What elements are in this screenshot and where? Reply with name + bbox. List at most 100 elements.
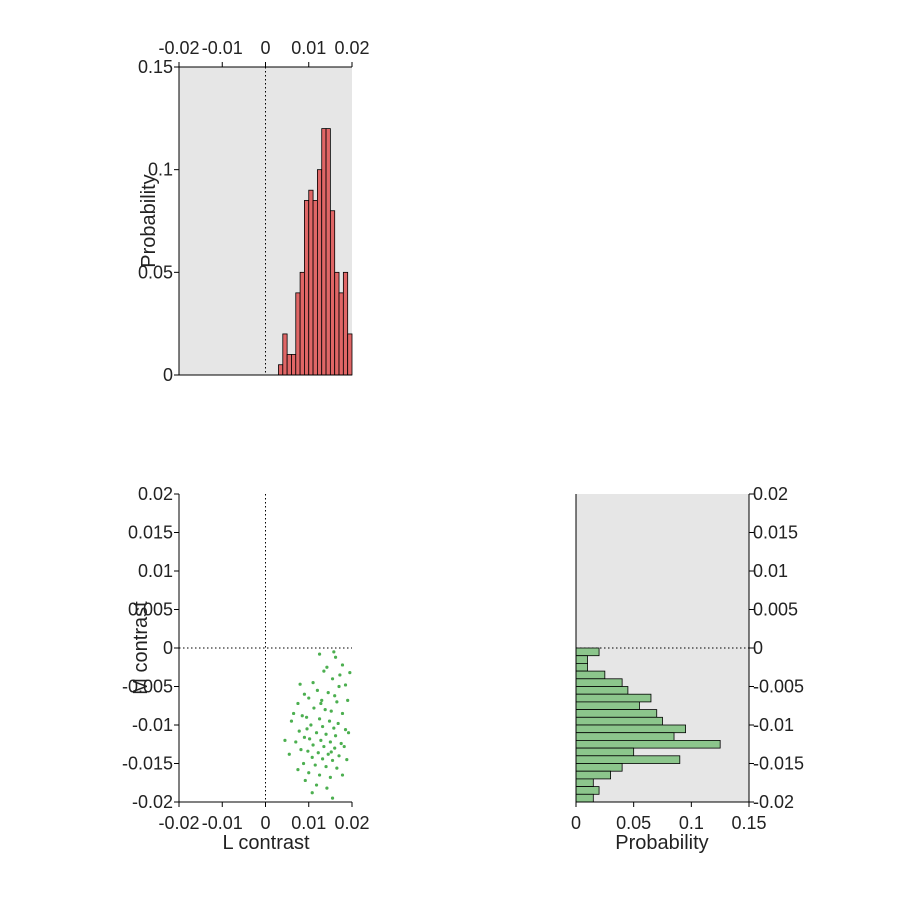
scatter-point — [337, 754, 341, 758]
y-tick-label: 0.05 — [138, 262, 173, 282]
scatter-point — [330, 677, 335, 681]
scatter-point — [287, 752, 291, 756]
scatter-point — [314, 783, 319, 787]
scatter-point — [310, 755, 314, 759]
scatter-point — [322, 669, 326, 673]
scatter-point — [333, 734, 338, 738]
scatter-point — [302, 692, 307, 696]
scatter-point — [296, 701, 300, 706]
scatter-point — [339, 741, 343, 746]
m-histogram-panel: 0 0.05 0.1 0.15-0.02 -0.015 -0.01 -0.005 0 0.005… — [571, 484, 804, 854]
scatter-point — [343, 683, 348, 687]
histogram-bar — [347, 333, 353, 376]
scatter-point — [333, 655, 338, 659]
histogram-bar — [575, 647, 600, 657]
x-tick-label: 0 — [571, 813, 581, 833]
scatter-point — [340, 663, 345, 667]
x-tick-label: 0 — [260, 813, 270, 833]
y-tick-label: 0 — [163, 365, 173, 385]
scatter-point — [335, 700, 339, 704]
y-tick-label: -0.005 — [753, 677, 804, 697]
x-tick-label: 0.01 — [291, 38, 326, 58]
scatter-point — [312, 706, 316, 710]
histogram-bar — [286, 354, 292, 376]
y-tick-label: 0.01 — [138, 561, 173, 581]
histogram-bar — [321, 128, 327, 376]
l-histogram-panel: -0.02 -0.01 0 0.01 0.02 0 0.05 0.1 0.15 Probabili… — [138, 38, 370, 385]
histogram-bar — [575, 747, 635, 757]
y-tick-label: 0.02 — [138, 484, 173, 504]
scatter-point — [332, 650, 336, 654]
scatter-point — [342, 744, 346, 749]
histogram-bar — [575, 686, 629, 695]
x-tick-label: 0.02 — [334, 813, 369, 833]
x-tick-label: 0.02 — [334, 38, 369, 58]
scatter-point — [336, 721, 340, 726]
scatter-point — [289, 719, 294, 723]
scatter-point — [320, 724, 325, 729]
x-tick-label: 0 — [260, 38, 270, 58]
x-tick-label: -0.01 — [202, 38, 243, 58]
scatter-point — [326, 752, 330, 756]
scatter-point — [296, 768, 300, 772]
scatter-point — [332, 726, 336, 730]
y-tick-label: 0.02 — [753, 484, 788, 504]
scatter-point — [333, 746, 337, 750]
lm-scatter-panel: -0.02 -0.01 0 0.01 0.02-0.02-0.015-0.01-0.00… — [122, 484, 370, 854]
scatter-point — [328, 775, 332, 779]
x-tick-label: 0.15 — [731, 813, 766, 833]
x-tick-label: -0.02 — [158, 813, 199, 833]
scatter-point — [302, 735, 307, 739]
scatter-point — [298, 682, 302, 686]
scatter-point — [292, 711, 296, 716]
y-tick-label: -0.015 — [753, 754, 804, 774]
scatter-point — [333, 694, 337, 698]
scatter-point — [320, 757, 325, 761]
scatter-point — [299, 748, 303, 752]
y-tick-label: 0 — [753, 638, 763, 658]
scatter-point — [319, 701, 323, 706]
y-tick-label: 0 — [163, 638, 173, 658]
histogram-bar — [329, 210, 336, 376]
x-tick-label: 0.01 — [291, 813, 326, 833]
scatter-point — [313, 763, 317, 767]
y-tick-label: 0.1 — [148, 160, 173, 180]
scatter-point — [301, 761, 306, 766]
scatter-point — [338, 673, 342, 677]
histogram-bar — [338, 292, 344, 376]
histogram-bar — [278, 364, 284, 376]
histogram-bar — [575, 724, 686, 734]
histogram-bar — [575, 755, 681, 764]
histogram-bar — [575, 670, 606, 680]
y-tick-label: 0.15 — [138, 57, 173, 77]
x-tick-label: -0.02 — [158, 38, 199, 58]
scatter-point — [317, 652, 322, 656]
scatter-point — [311, 681, 315, 685]
scatter-point — [304, 715, 309, 719]
histogram-bar — [575, 770, 611, 780]
histogram-bar — [575, 716, 663, 726]
histogram-bar — [316, 169, 323, 376]
scatter-point — [327, 719, 332, 723]
histogram-bar — [334, 271, 340, 376]
y-axis-title: M contrast — [130, 601, 152, 695]
histogram-bar — [575, 693, 652, 703]
scatter-point — [330, 796, 335, 800]
y-tick-label: 0.015 — [128, 523, 173, 543]
x-tick-label: 0.1 — [679, 813, 704, 833]
x-axis-title: L contrast — [222, 832, 310, 854]
scatter-point — [340, 773, 345, 777]
scatter-point — [325, 786, 329, 790]
scatter-point — [346, 731, 351, 735]
scatter-point — [306, 749, 310, 753]
scatter-point — [323, 708, 327, 712]
scatter-point — [345, 758, 349, 762]
histogram-bar — [575, 663, 588, 672]
scatter-point — [326, 691, 330, 695]
scatter-point — [329, 750, 333, 754]
histogram-bar — [575, 678, 623, 687]
scatter-point — [330, 758, 335, 763]
scatter-point — [343, 728, 348, 732]
scatter-point — [294, 740, 298, 744]
scatter-point — [322, 744, 326, 749]
